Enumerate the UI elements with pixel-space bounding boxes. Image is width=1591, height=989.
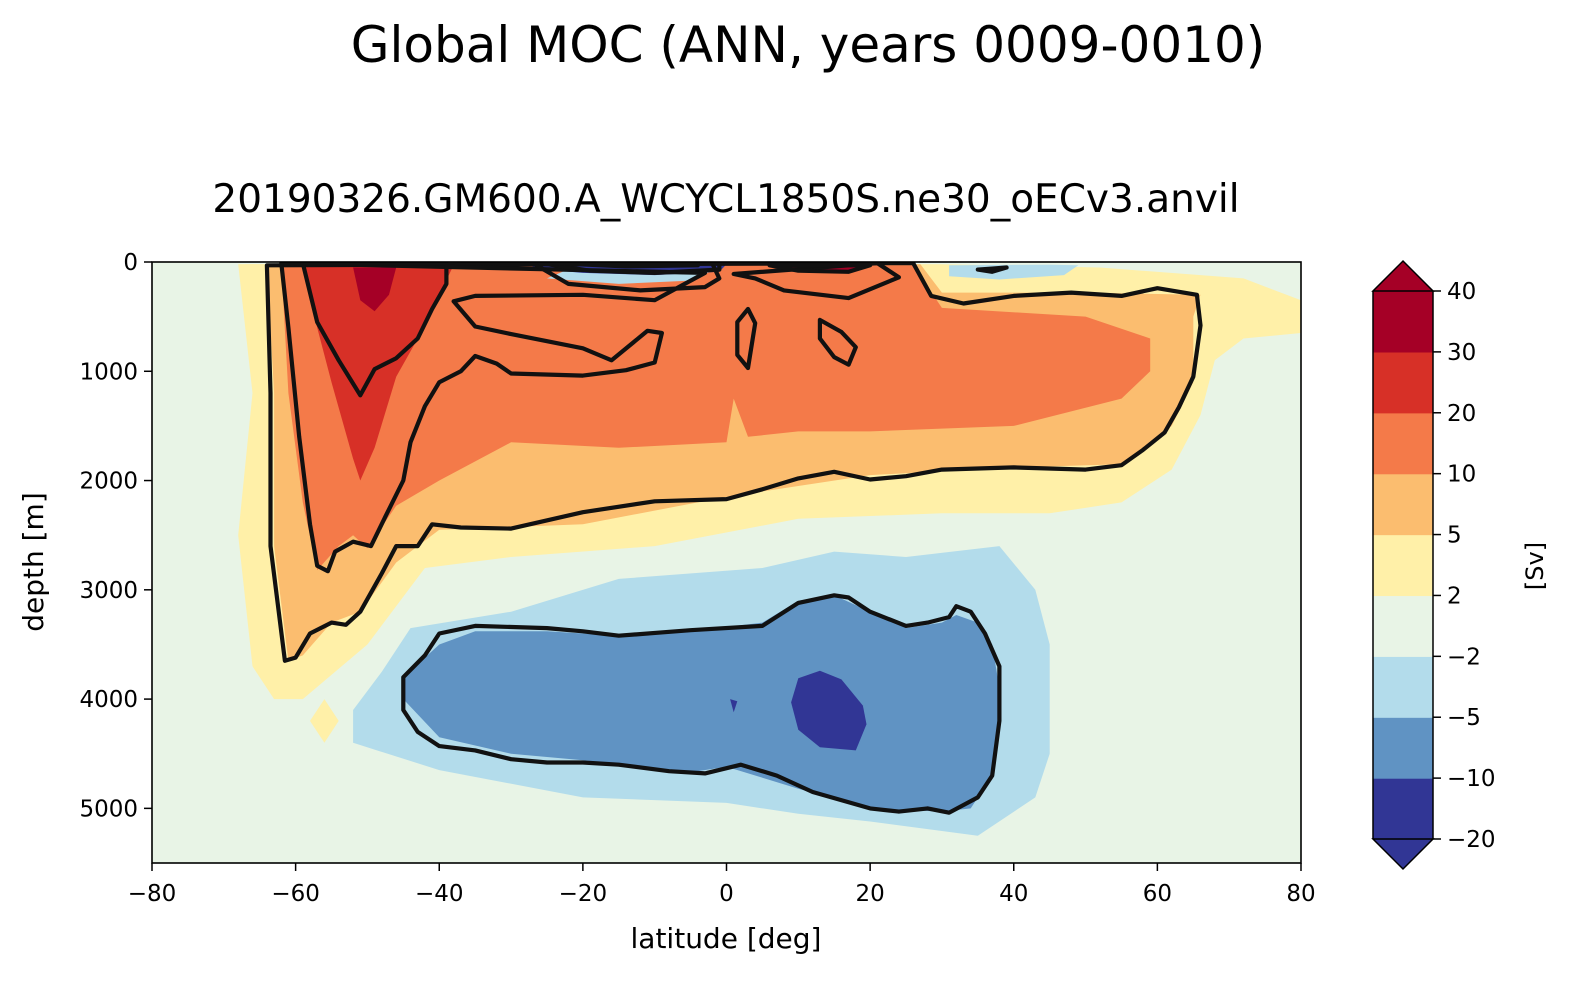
chart-title: 20190326.GM600.A_WCYCL1850S.ne30_oECv3.a… [212, 177, 1239, 222]
colorbar-extend-min [1371, 838, 1435, 871]
x-tick-label: −60 [271, 881, 320, 907]
contour-line-1 [279, 262, 708, 574]
y-tick-label: 2000 [79, 469, 138, 495]
x-tick-label: 60 [1143, 881, 1172, 907]
contour-region-3 [281, 265, 1151, 571]
y-tick-label: 0 [123, 250, 138, 276]
contour-lines [264, 262, 1203, 815]
contour-line-5 [767, 263, 873, 274]
x-tick-label: 0 [719, 881, 734, 907]
contour-line-11 [975, 265, 1009, 274]
colorbar-swatch [1373, 534, 1433, 597]
colorbar-tick-label: 40 [1447, 279, 1476, 305]
y-tick-label: 4000 [79, 687, 138, 713]
contour-line-7 [551, 262, 700, 269]
x-tick-label: 80 [1286, 881, 1315, 907]
colorbar-swatch [1373, 656, 1433, 718]
colorbar-swatch [1373, 778, 1433, 840]
contour-region-10 [403, 595, 1000, 812]
colorbar-swatch [1373, 351, 1433, 414]
colorbar-swatch [1373, 412, 1433, 475]
y-tick-label: 1000 [79, 359, 138, 385]
colorbar-tick-label: 30 [1447, 340, 1476, 366]
y-axis-label: depth [m] [17, 492, 50, 632]
y-tick-label: 3000 [79, 578, 138, 604]
colorbar-tick-label: 5 [1447, 523, 1462, 549]
contour-region-5 [353, 267, 397, 312]
colorbar-tick-label: 10 [1447, 462, 1476, 488]
x-tick-label: 40 [999, 881, 1028, 907]
contour-line-9 [817, 317, 858, 367]
contour-region-12 [730, 699, 738, 713]
colorbar-extend-max [1371, 259, 1435, 292]
colorbar-label: [Sv] [1521, 542, 1549, 590]
plot-area [151, 261, 1302, 864]
colorbar-swatch [1373, 595, 1433, 657]
x-tick-label: −80 [128, 881, 177, 907]
x-tick-label: −40 [415, 881, 464, 907]
contour-region-1 [310, 699, 339, 743]
y-tick-label: 5000 [79, 796, 138, 822]
colorbar-tick-label: −2 [1447, 644, 1481, 670]
contour-line-10 [401, 593, 1002, 815]
x-axis-label: latitude [deg] [631, 922, 822, 955]
x-tick-label: 20 [855, 881, 884, 907]
contour-region-4 [302, 265, 454, 481]
colorbar-swatch [1373, 291, 1433, 353]
contour-line-2 [300, 262, 449, 398]
y-axis: 0 1000 2000 3000 4000 5000 [79, 250, 152, 822]
colorbar-tick-label: 2 [1447, 583, 1462, 609]
colorbar: −20 −10 −5 −2 2 5 10 20 30 40 [1371, 259, 1496, 871]
figure-suptitle: Global MOC (ANN, years 0009-0010) [351, 16, 1266, 74]
colorbar-swatch [1373, 473, 1433, 536]
x-tick-label: −20 [559, 881, 608, 907]
x-axis: −80 −60 −40 −20 0 20 40 60 80 [128, 863, 1316, 907]
contour-line-4 [731, 262, 902, 301]
contour-line-0 [264, 262, 1203, 663]
contour-region-11 [791, 670, 867, 751]
contour-line-8 [735, 306, 758, 371]
colorbar-tick-label: −20 [1447, 827, 1496, 853]
colorbar-tick-label: −10 [1447, 766, 1496, 792]
colorbar-tick-label: −5 [1447, 705, 1481, 731]
colorbar-tick-label: 20 [1447, 401, 1476, 427]
colorbar-swatch [1373, 717, 1433, 779]
